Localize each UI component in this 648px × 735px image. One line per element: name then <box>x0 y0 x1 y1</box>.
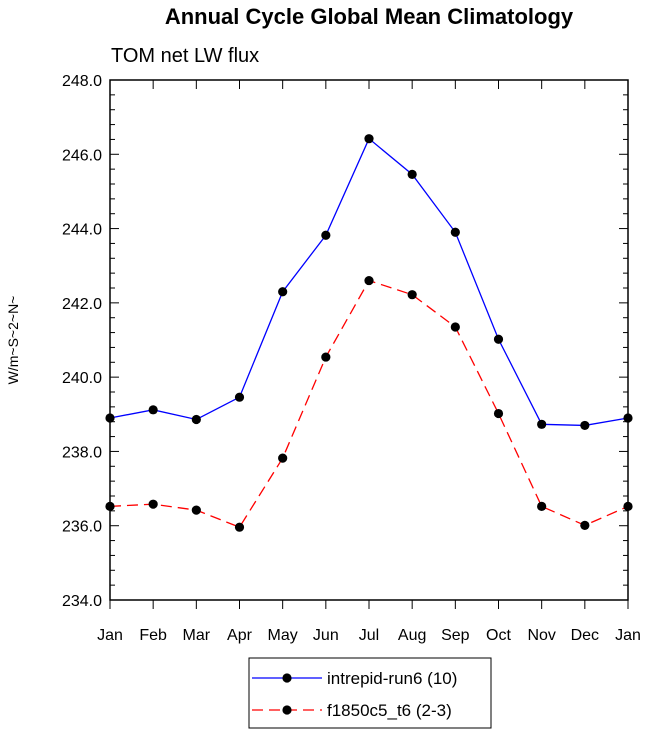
series-1-point <box>407 290 417 300</box>
y-tick-label: 244.0 <box>62 222 102 239</box>
x-tick-label: Apr <box>227 627 253 644</box>
x-tick-label: May <box>268 627 298 644</box>
x-tick-label: Jan <box>615 627 641 644</box>
y-tick-label: 242.0 <box>62 296 102 313</box>
series-0-point <box>234 392 245 402</box>
series-1-point <box>364 275 374 286</box>
x-tick-label: Oct <box>486 627 511 644</box>
series-1-point <box>191 505 201 515</box>
series-1-point <box>450 322 460 332</box>
series-1-point <box>105 501 115 511</box>
series-0-point <box>148 405 158 415</box>
series-0-point <box>364 134 374 144</box>
series-0-point <box>407 169 417 179</box>
y-tick-label: 238.0 <box>62 444 102 461</box>
x-tick-label: Feb <box>139 627 167 644</box>
series-0-point <box>321 230 331 240</box>
series-0-point <box>450 227 460 237</box>
legend-marker-0 <box>282 673 292 683</box>
legend-box <box>248 657 492 729</box>
axes: 234.0 236.0 238.0 240.0 242.0 244.0 246.0 248.0… <box>62 73 641 644</box>
x-tick-label: Sep <box>441 627 470 644</box>
legend-marker-1 <box>282 705 292 715</box>
series-0-point <box>278 287 288 297</box>
series-1-point <box>580 520 590 530</box>
y-tick-label: 240.0 <box>62 370 102 387</box>
series-0-point <box>623 413 633 423</box>
x-tick-label: Jul <box>359 627 379 644</box>
series-1-point <box>234 522 245 532</box>
x-tick-label: Jan <box>97 627 123 644</box>
legend-label-0: intrepid-run6 (10) <box>327 669 457 688</box>
x-tick-label: Nov <box>527 627 555 644</box>
series-1-point <box>537 501 547 511</box>
series-0-point <box>580 420 590 431</box>
x-tick-label: Dec <box>571 627 599 644</box>
x-tick-label: Aug <box>398 627 426 644</box>
legend-label-1: f1850c5_t6 (2-3) <box>327 701 452 720</box>
series-1-point <box>278 453 288 463</box>
y-tick-label: 246.0 <box>62 147 102 164</box>
chart-title: Annual Cycle Global Mean Climatology <box>165 4 574 29</box>
chart-subtitle: TOM net LW flux <box>111 45 259 67</box>
series-0-point <box>493 334 504 344</box>
y-tick-label: 234.0 <box>62 593 102 610</box>
x-tick-label: Jun <box>313 627 339 644</box>
series-0-point <box>105 413 115 423</box>
legend: intrepid-run6 (10) f1850c5_t6 (2-3) <box>248 657 492 729</box>
y-tick-label: 248.0 <box>62 73 102 90</box>
series-0-point <box>537 419 547 429</box>
y-tick-label: 236.0 <box>62 519 102 536</box>
series-line-1 <box>109 279 629 529</box>
x-tick-label: Mar <box>183 627 211 644</box>
series-layer <box>105 134 633 532</box>
plot-frame <box>109 79 629 601</box>
series-1-point <box>148 499 158 509</box>
y-axis-label: W/m~S~2~N~ <box>5 296 21 385</box>
series-1-point <box>493 408 504 419</box>
series-0-point <box>191 414 201 425</box>
series-1-point <box>623 501 633 511</box>
series-1-point <box>321 352 331 362</box>
